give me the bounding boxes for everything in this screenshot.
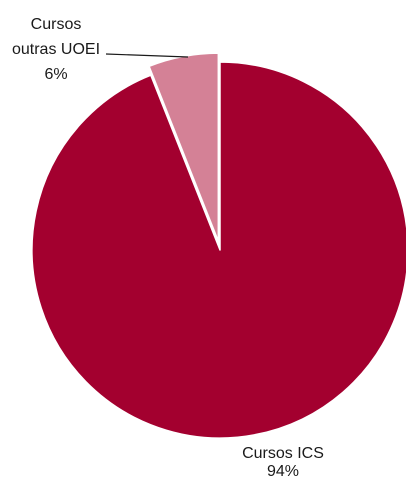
slice-value-label-outras: 6% [44,66,67,83]
slice-label-cursos-ics: Cursos ICS 94% [242,445,324,480]
slice-label-ics: Cursos ICS [242,445,324,462]
pie-slices [31,52,406,439]
leader-line-cursos-outras-uoei [105,53,189,58]
slice-label-outras-line1: Cursos [31,16,82,33]
pie-slice-cursos-ics [31,61,406,439]
slice-label-outras-line2: outras UOEI [12,41,100,58]
slice-value-label-ics: 94% [267,463,299,480]
slice-label-cursos-outras-uoei: Cursos outras UOEI 6% [12,16,100,83]
